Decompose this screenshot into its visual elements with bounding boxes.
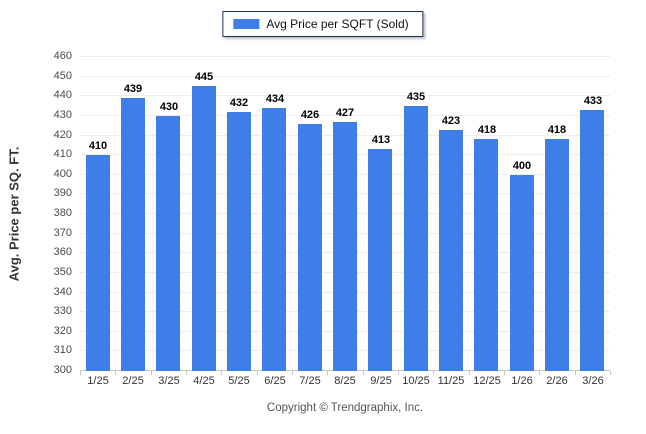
- bar-value-label: 430: [159, 100, 179, 113]
- x-tick-label: 6/25: [264, 375, 286, 387]
- y-tick-label: 350: [53, 265, 72, 278]
- y-tick-label: 360: [53, 246, 72, 259]
- x-axis-tick: [115, 371, 116, 375]
- bar: [156, 115, 180, 371]
- gridline: [80, 95, 610, 97]
- bar-value-label: 433: [583, 95, 603, 107]
- x-axis-tick: [221, 371, 222, 375]
- bar-value-label: 445: [194, 71, 214, 84]
- x-axis-tick: [257, 371, 258, 375]
- x-axis-tick: [469, 371, 470, 375]
- y-tick-label: 310: [53, 344, 72, 357]
- x-tick-label: 3/25: [158, 375, 180, 387]
- bar: [262, 108, 286, 371]
- bar-value-label: 410: [88, 140, 108, 153]
- y-tick-label: 340: [53, 285, 72, 298]
- y-tick-label: 420: [53, 128, 72, 141]
- bar-value-label: 400: [512, 159, 532, 172]
- bar: [439, 129, 463, 371]
- y-tick-label: 370: [53, 226, 72, 239]
- x-tick-label: 3/26: [582, 375, 604, 387]
- x-tick-label: 1/25: [87, 375, 109, 387]
- bar-value-label: 418: [547, 124, 567, 137]
- y-tick-label: 440: [53, 89, 72, 102]
- x-tick-label: 12/25: [473, 375, 501, 387]
- x-tick-label: 1/26: [511, 375, 533, 387]
- bar-value-label: 435: [406, 91, 426, 104]
- x-axis-tick: [292, 371, 293, 375]
- bar: [474, 139, 498, 371]
- copyright-text: Copyright © Trendgraphix, Inc.: [266, 402, 424, 414]
- x-tick-label: 10/25: [402, 375, 430, 387]
- y-axis-title: Avg. Price per SQ. FT.: [6, 146, 22, 282]
- x-axis-tick: [504, 371, 505, 375]
- y-tick-label: 460: [53, 50, 72, 62]
- x-axis-tick: [539, 371, 540, 375]
- bar-value-label: 434: [265, 93, 285, 105]
- bar-value-label: 427: [335, 106, 355, 119]
- x-tick-label: 2/25: [122, 375, 144, 387]
- bar: [545, 139, 569, 371]
- x-axis-tick: [398, 371, 399, 375]
- bar-value-label: 418: [477, 124, 497, 137]
- y-tick-label: 450: [53, 69, 72, 82]
- x-tick-label: 4/25: [193, 375, 215, 387]
- gridline: [80, 114, 610, 116]
- bar-value-label: 439: [123, 83, 143, 96]
- bar-value-label: 413: [371, 134, 391, 147]
- bar-value-label: 426: [300, 108, 320, 121]
- bar: [368, 149, 392, 371]
- y-tick-label: 320: [53, 324, 72, 337]
- bar: [298, 123, 322, 371]
- x-tick-label: 2/26: [546, 375, 568, 387]
- x-axis-tick: [610, 371, 611, 375]
- y-tick-label: 300: [53, 364, 72, 376]
- x-axis-tick: [575, 371, 576, 375]
- gridline: [80, 75, 610, 77]
- y-tick-label: 380: [53, 207, 72, 219]
- y-tick-label: 330: [53, 305, 72, 318]
- x-axis-tick: [186, 371, 187, 375]
- bar: [227, 111, 251, 371]
- x-axis-tick: [80, 371, 81, 375]
- bar-value-label: 423: [441, 114, 461, 127]
- legend-swatch: [233, 19, 260, 29]
- y-tick-label: 410: [53, 148, 72, 161]
- bar: [510, 174, 534, 371]
- gridline: [80, 56, 610, 57]
- legend-label: Avg Price per SQFT (Sold): [266, 17, 409, 31]
- bar-value-label: 432: [229, 96, 249, 109]
- bar: [333, 121, 357, 371]
- y-tick-label: 430: [53, 108, 72, 121]
- x-tick-label: 5/25: [228, 375, 250, 387]
- x-tick-label: 11/25: [437, 375, 465, 387]
- x-axis-tick: [363, 371, 364, 375]
- x-axis-tick: [327, 371, 328, 375]
- y-tick-label: 400: [53, 167, 72, 180]
- x-tick-label: 7/25: [299, 375, 321, 387]
- chart-legend: Avg Price per SQFT (Sold): [222, 11, 424, 37]
- x-axis-tick: [433, 371, 434, 375]
- x-tick-label: 8/25: [334, 375, 356, 387]
- x-axis-tick: [151, 371, 152, 375]
- bar: [404, 106, 428, 371]
- y-tick-label: 390: [53, 187, 72, 200]
- bar: [121, 98, 145, 371]
- plot-area: 300 310 320 330 340 350 360 370 380 390 400 410 420 4…: [54, 51, 611, 387]
- x-tick-label: 9/25: [370, 375, 392, 387]
- bar: [86, 155, 110, 371]
- bar: [192, 86, 216, 371]
- bar: [580, 110, 604, 371]
